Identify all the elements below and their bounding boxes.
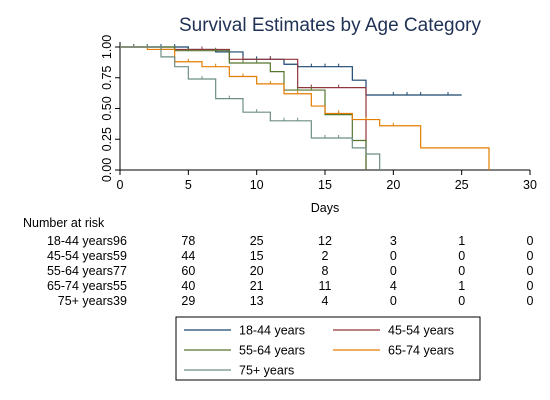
risk-value-2-4: 0 xyxy=(390,264,397,278)
y-tick-label-4: 1.00 xyxy=(100,35,114,59)
risk-value-1-3: 2 xyxy=(322,249,329,263)
x-tick-label-0: 0 xyxy=(117,178,124,192)
legend-label-0: 18-44 years xyxy=(239,324,305,338)
risk-value-0-1: 78 xyxy=(181,234,195,248)
risk-value-2-0: 77 xyxy=(113,264,127,278)
risk-value-0-3: 12 xyxy=(318,234,332,248)
risk-value-0-2: 25 xyxy=(250,234,264,248)
curve-group-0 xyxy=(120,44,462,96)
legend-label-4: 75+ years xyxy=(239,364,294,378)
risk-value-2-3: 8 xyxy=(322,264,329,278)
risk-value-0-4: 3 xyxy=(390,234,397,248)
y-tick-label-0: 0.00 xyxy=(100,158,114,182)
survival-curve-4 xyxy=(120,46,381,170)
risk-value-3-6: 0 xyxy=(527,279,534,293)
survival-curve-3 xyxy=(120,46,490,170)
axes: 0 5 10 15 20 25 30 0.00 0.25 0.50 0.75 1.00 xyxy=(100,35,537,192)
risk-value-1-6: 0 xyxy=(527,249,534,263)
risk-value-1-0: 59 xyxy=(113,249,127,263)
risk-table: Number at risk 18-44 years 96 78 25 12 3 1 045-… xyxy=(23,216,534,308)
risk-value-1-5: 0 xyxy=(458,249,465,263)
risk-row-label-2: 55-64 years xyxy=(47,264,113,278)
x-axis-title: Days xyxy=(311,201,339,215)
x-tick-label-30: 30 xyxy=(523,178,537,192)
legend-label-3: 65-74 years xyxy=(388,344,454,358)
risk-value-2-1: 60 xyxy=(181,264,195,278)
risk-value-3-5: 1 xyxy=(458,279,465,293)
risk-value-3-0: 55 xyxy=(113,279,127,293)
x-tick-label-25: 25 xyxy=(455,178,469,192)
y-tick-label-3: 0.75 xyxy=(100,66,114,90)
curve-group-3 xyxy=(120,46,490,170)
risk-row-label-3: 65-74 years xyxy=(47,279,113,293)
survival-curves xyxy=(120,44,490,170)
risk-value-1-1: 44 xyxy=(181,249,195,263)
risk-row-label-1: 45-54 years xyxy=(47,249,113,263)
risk-value-0-6: 0 xyxy=(527,234,534,248)
risk-value-4-2: 13 xyxy=(250,294,264,308)
x-tick-label-15: 15 xyxy=(318,178,332,192)
risk-value-3-4: 4 xyxy=(390,279,397,293)
curve-group-4 xyxy=(120,44,381,170)
y-tick-label-1: 0.25 xyxy=(100,127,114,151)
risk-value-2-2: 20 xyxy=(250,264,264,278)
legend: 18-44 years 45-54 years 55-64 years 65-74 y… xyxy=(175,316,481,381)
risk-value-3-2: 21 xyxy=(250,279,264,293)
risk-row-label-0: 18-44 years xyxy=(47,234,113,248)
risk-value-1-4: 0 xyxy=(390,249,397,263)
risk-value-3-3: 11 xyxy=(319,279,332,293)
risk-value-4-4: 0 xyxy=(390,294,397,308)
risk-value-0-5: 1 xyxy=(458,234,465,248)
survival-curve-2 xyxy=(120,46,367,170)
chart-title: Survival Estimates by Age Category xyxy=(179,15,482,36)
risk-value-4-0: 39 xyxy=(113,294,127,308)
x-tick-label-10: 10 xyxy=(250,178,264,192)
risk-value-4-6: 0 xyxy=(527,294,534,308)
risk-value-4-3: 4 xyxy=(322,294,329,308)
y-tick-label-2: 0.50 xyxy=(100,96,114,120)
risk-value-2-5: 0 xyxy=(458,264,465,278)
risk-value-4-5: 0 xyxy=(458,294,465,308)
survival-curve-0 xyxy=(120,46,462,96)
risk-value-1-2: 15 xyxy=(250,249,264,263)
risk-value-2-6: 0 xyxy=(527,264,534,278)
x-tick-label-5: 5 xyxy=(185,178,192,192)
risk-row-label-4: 75+ years xyxy=(58,294,113,308)
risk-value-4-1: 29 xyxy=(181,294,195,308)
legend-label-1: 45-54 years xyxy=(388,324,454,338)
x-tick-label-20: 20 xyxy=(386,178,400,192)
risk-value-3-1: 40 xyxy=(181,279,195,293)
risk-table-heading: Number at risk xyxy=(23,216,105,230)
legend-label-2: 55-64 years xyxy=(239,344,305,358)
risk-value-0-0: 96 xyxy=(113,234,127,248)
